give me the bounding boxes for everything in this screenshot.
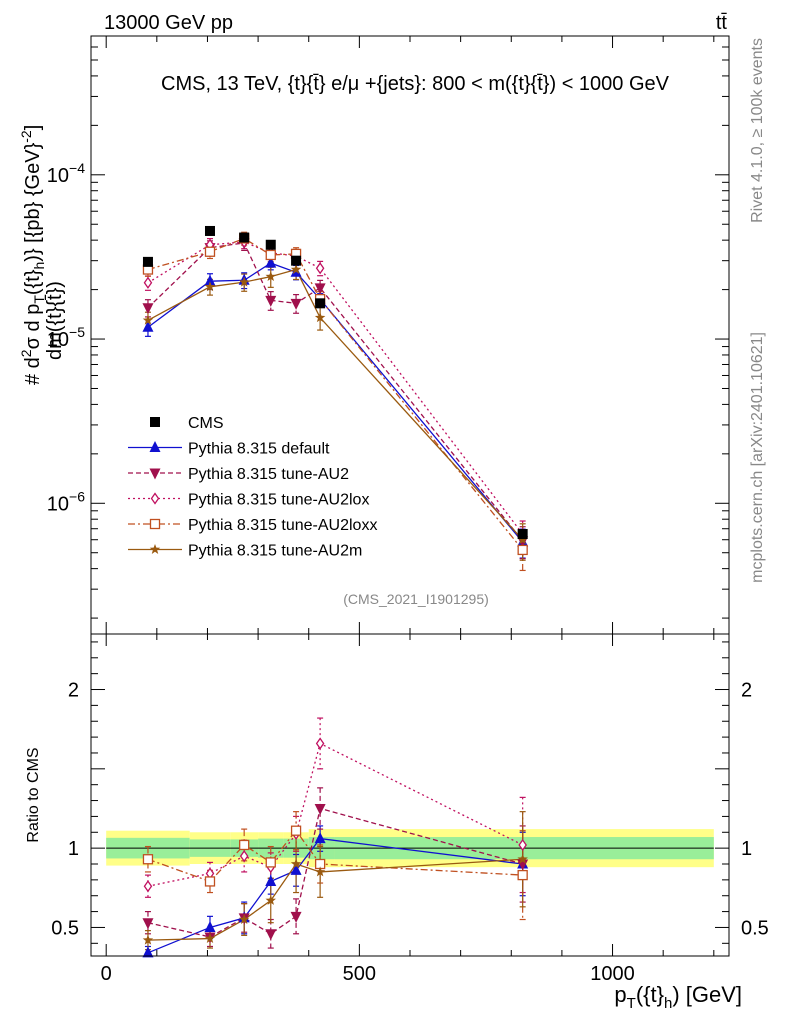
ratio-point [204,933,216,943]
ratio-panel-frame [90,633,730,957]
ratio-point [142,946,154,958]
legend-label: Pythia 8.315 tune-AU2 [188,466,349,483]
ratio-y-tick-label-right: 2 [741,680,752,702]
data-point [142,256,153,267]
ratio-point [239,849,249,863]
ratio-point [314,866,326,877]
ratio-y-tick-label-right: 1 [741,838,752,860]
ratio-point [517,869,528,881]
ratio-point [517,853,528,864]
main-y-axis-label-denominator: dm({t}{t̄}) [44,281,66,360]
data-point [204,225,215,236]
ratio-point [265,894,276,905]
main-panel-frame [90,35,730,635]
series-point [142,303,154,315]
legend-label-data: CMS [188,415,224,432]
legend-label: Pythia 8.315 tune-AU2lox [188,492,369,509]
series-point [265,271,276,282]
ratio-y-tick-label: 2 [68,680,79,702]
ratio-point [265,874,277,886]
ratio-point [265,857,276,868]
chart-title: CMS, 13 TeV, {t}{t̄} e/μ +{jets}: 800 < … [161,73,670,95]
series-point [204,246,216,257]
main-y-axis-label: # d2σ d pT({t}h)} [{pb} {GeV}-2] dm({t}{… [18,125,66,385]
series-point [315,262,325,275]
series-point [314,283,326,295]
ratio-point [142,854,154,865]
ratio-series-line [147,807,523,938]
ratio-point [239,839,250,851]
legend-marker [149,544,161,554]
x-tick-label: 1000 [590,963,635,985]
data-point [291,255,302,266]
ratio-point [265,929,277,941]
series-point [517,534,528,545]
legend-label: Pythia 8.315 tune-AU2loxx [188,517,377,534]
ratio-point [518,838,527,852]
ratio-y-tick-label: 1 [68,838,79,860]
ratio-point [290,825,302,836]
legend-marker [149,518,161,530]
legend-marker-data [150,417,160,427]
ratio-y-axis-label: Ratio to CMS [25,747,42,842]
legend-label: Pythia 8.315 default [188,441,330,458]
ratio-point [314,832,326,844]
ratio-point [142,934,154,945]
legend: CMS Pythia 8.315 default Pythia 8.315 tune… [128,415,377,560]
svg-text:# d2σ d pT({t}h)}: # d2σ d pT({t}h)} [{pb} {GeV}-2] [18,125,47,385]
header-process-label: tt̄ [716,12,728,34]
series-point [265,295,277,307]
ratio-y-tick-label-right: 0.5 [741,917,769,939]
series-point [314,312,326,323]
ratio-point [204,920,216,932]
ratio-point [204,876,216,887]
data-point [517,529,528,540]
data-point [315,298,326,309]
series-point [517,544,528,556]
ratio-point [290,911,302,923]
series-point [204,274,216,286]
data-point [239,232,250,243]
ratio-point [143,880,153,893]
series-point [265,256,277,268]
main-y-tick-label: 10−6 [47,488,85,515]
main-y-tick-label: 10−5 [47,324,85,351]
series-point [142,314,154,325]
legend-label: Pythia 8.315 tune-AU2m [188,543,362,560]
legend-marker [149,441,161,452]
ratio-panel: 0 500 1000 0.5 0.5 1 1 2 2 [51,633,769,985]
ratio-y-tick-label: 0.5 [51,917,79,939]
header-energy-label: 13000 GeV pp [104,12,233,34]
x-axis-label: pT({t}h) [GeV] [614,982,742,1012]
data-point [265,239,276,250]
analysis-tag: (CMS_2021_I1901295) [343,591,489,607]
series-point [204,281,216,292]
ratio-point [315,737,325,750]
legend-marker [149,468,161,480]
main-panel: 10−4 10−5 10−6 CMS, 13 TeV, {t}{t̄} e/μ +{… [47,35,730,635]
x-tick-label: 500 [343,963,376,985]
ratio-point [290,858,302,869]
ratio-point [142,918,154,930]
x-tick-label: 0 [101,963,112,985]
ratio-point [290,863,302,875]
ratio-point [238,914,250,924]
series-point [290,298,302,310]
mcplots-reference-label: mcplots.cern.ch [arXiv:2401.10621] [749,332,766,583]
rivet-version-label: Rivet 4.1.0, ≥ 100k events [749,38,766,223]
series-point [290,264,302,274]
series-point [238,276,250,287]
series-point [143,276,153,289]
series-point [142,320,154,332]
ratio-point [314,803,326,815]
main-y-tick-label: 10−4 [47,160,85,187]
legend-marker [150,492,160,505]
series-point [265,249,276,261]
